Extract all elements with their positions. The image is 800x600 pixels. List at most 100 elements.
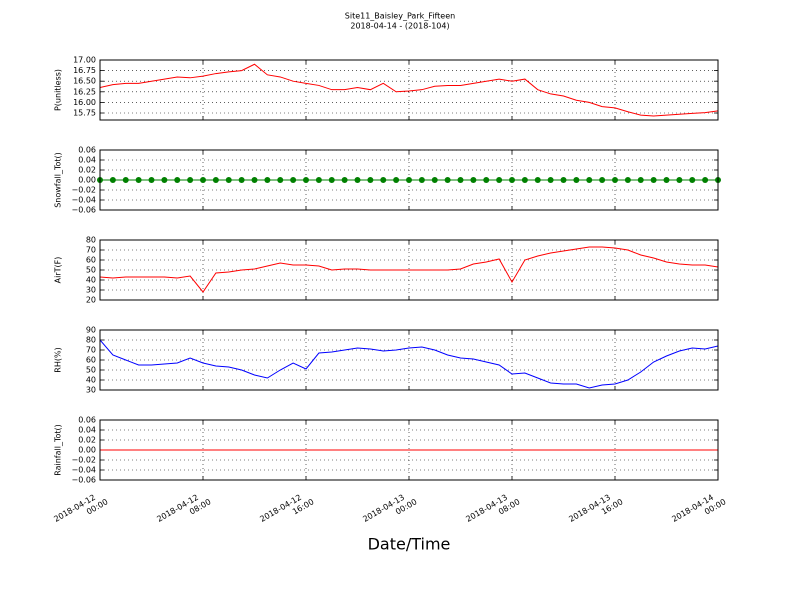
- y-tick-label: −0.04: [71, 466, 96, 475]
- marker: [148, 177, 155, 183]
- y-tick-label: 60: [86, 356, 96, 365]
- marker: [547, 177, 554, 183]
- x-tick-label-group: 2018-04-13 16:00: [567, 488, 624, 532]
- marker: [109, 177, 116, 183]
- y-tick-label: 0.00: [78, 446, 96, 455]
- marker: [637, 177, 644, 183]
- y-axis-label: P(unitless): [54, 69, 63, 111]
- x-tick-label: 2018-04-12 00:00: [52, 488, 109, 532]
- marker: [225, 177, 232, 183]
- y-tick-label: 70: [86, 246, 96, 255]
- y-tick-label: 0.02: [78, 436, 96, 445]
- marker: [612, 177, 618, 183]
- marker: [200, 177, 206, 183]
- marker: [534, 177, 541, 183]
- y-axis-label: Snowfall_Tot(): [54, 152, 63, 208]
- x-tick-label-group: 2018-04-12 16:00: [258, 488, 315, 532]
- y-tick-label: 0.06: [78, 146, 96, 155]
- x-tick-label-group: 2018-04-14 00:00: [670, 488, 727, 532]
- y-tick-label: 50: [86, 266, 96, 275]
- y-tick-label: 70: [86, 346, 96, 355]
- y-tick-label: 40: [86, 276, 96, 285]
- y-tick-label: 60: [86, 256, 96, 265]
- marker: [380, 177, 387, 183]
- subplot: −0.06−0.04−0.020.000.020.040.06 Snowfall_…: [54, 146, 721, 215]
- y-tick-label: 0.02: [78, 166, 96, 175]
- marker: [470, 177, 477, 183]
- y-tick-label: 0.04: [78, 156, 96, 165]
- marker: [521, 177, 528, 183]
- y-tick-label: 50: [86, 366, 96, 375]
- y-tick-label: 16.50: [73, 77, 96, 86]
- x-axis-label: Date/Time: [368, 535, 451, 554]
- x-tick-label: 2018-04-13 00:00: [361, 488, 418, 532]
- marker: [367, 177, 374, 183]
- marker: [251, 177, 258, 183]
- y-tick-label: 17.00: [73, 56, 96, 65]
- y-tick-label: 20: [86, 296, 96, 305]
- x-tick-label: 2018-04-13 08:00: [464, 488, 521, 532]
- x-tick-label: 2018-04-14 00:00: [670, 488, 727, 532]
- marker: [122, 177, 129, 183]
- marker: [624, 177, 631, 183]
- y-tick-label: −0.06: [71, 206, 96, 215]
- y-tick-label: 90: [86, 326, 96, 335]
- axes-frame: [99, 59, 719, 121]
- marker: [264, 177, 271, 183]
- marker: [212, 177, 219, 183]
- marker: [586, 177, 593, 183]
- y-tick-label: 0.00: [78, 176, 96, 185]
- y-tick-label: 30: [86, 386, 96, 395]
- marker: [509, 177, 515, 183]
- line: [100, 246, 718, 293]
- x-tick-label-group: 2018-04-12 08:00: [155, 488, 212, 532]
- y-tick-label: 16.75: [73, 66, 96, 75]
- marker: [135, 177, 142, 183]
- marker: [406, 177, 412, 183]
- axes-frame: [99, 149, 719, 211]
- chart-subtitle: 2018-04-14 - (2018-104): [350, 22, 449, 31]
- y-axis-label: AirT(F): [54, 257, 63, 284]
- chart-title: Site11_Baisley_Park_Fifteen: [345, 12, 455, 21]
- line: [100, 339, 718, 389]
- axes-frame: [99, 239, 719, 301]
- y-tick-label: −0.04: [71, 196, 96, 205]
- marker: [483, 177, 490, 183]
- marker: [238, 177, 245, 183]
- y-tick-label: 40: [86, 376, 96, 385]
- marker: [315, 177, 322, 183]
- y-tick-label: 80: [86, 336, 96, 345]
- marker: [702, 177, 709, 183]
- y-tick-label: 16.00: [73, 98, 96, 107]
- subplot: −0.06−0.04−0.020.000.020.040.06 Rainfall_…: [54, 416, 719, 485]
- marker: [354, 177, 361, 183]
- x-tick-label: 2018-04-13 16:00: [567, 488, 624, 532]
- y-tick-label: 16.25: [73, 87, 96, 96]
- marker: [174, 177, 181, 183]
- marker: [573, 177, 580, 183]
- y-tick-label: −0.02: [71, 456, 96, 465]
- marker: [496, 177, 503, 183]
- marker: [599, 177, 606, 183]
- marker: [457, 177, 464, 183]
- axes-frame: [99, 419, 719, 481]
- marker: [431, 177, 438, 183]
- x-tick-label: 2018-04-12 16:00: [258, 488, 315, 532]
- y-tick-label: 80: [86, 236, 96, 245]
- marker: [418, 177, 425, 183]
- y-axis-label: RH(%): [54, 347, 63, 372]
- marker: [663, 177, 670, 183]
- y-tick-label: 30: [86, 286, 96, 295]
- marker: [161, 177, 168, 183]
- marker: [303, 177, 309, 183]
- y-tick-label: 0.06: [78, 416, 96, 425]
- y-tick-label: −0.02: [71, 186, 96, 195]
- marker: [393, 177, 400, 183]
- axes-frame: [99, 329, 719, 391]
- marker: [560, 177, 567, 183]
- marker: [341, 177, 348, 183]
- y-tick-label: 0.04: [78, 426, 96, 435]
- x-tick-label: 2018-04-12 08:00: [155, 488, 212, 532]
